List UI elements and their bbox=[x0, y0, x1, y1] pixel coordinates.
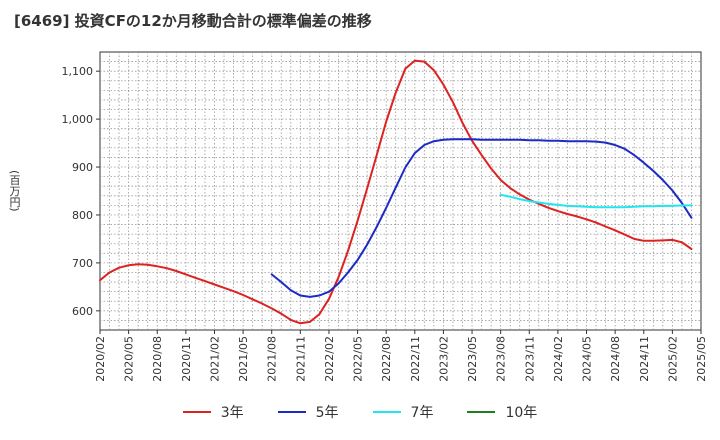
x-tick-label: 2020/11 bbox=[180, 336, 193, 382]
legend-item-3y[interactable]: 3年 bbox=[182, 402, 244, 422]
axis-layer: 600 700 800 900 1,000 1,100 2020/02 2020/05 2020… bbox=[62, 65, 709, 382]
y-tick-label: 1,000 bbox=[62, 113, 94, 126]
chart-title: [6469] 投資CFの12か月移動合計の標準偏差の推移 bbox=[14, 12, 372, 30]
y-tick-label: 800 bbox=[72, 209, 93, 222]
x-tick-label: 2020/02 bbox=[94, 336, 107, 382]
x-tick-label: 2022/08 bbox=[380, 336, 393, 382]
y-tick-label: 900 bbox=[72, 161, 93, 174]
line-chart: 600 700 800 900 1,000 1,100 2020/02 2020/05 2020… bbox=[62, 51, 709, 382]
legend-item-7y[interactable]: 7年 bbox=[372, 402, 434, 422]
legend-item-10y[interactable]: 10年 bbox=[467, 402, 537, 422]
legend-label-3y: 3年 bbox=[220, 405, 244, 421]
x-tick-label: 2023/11 bbox=[523, 336, 536, 382]
x-tick-label: 2020/08 bbox=[151, 336, 164, 382]
series-line-7y bbox=[499, 193, 693, 209]
x-tick-label: 2024/02 bbox=[552, 336, 565, 382]
x-tick-label: 2021/05 bbox=[237, 336, 250, 382]
x-tick-label: 2022/11 bbox=[409, 336, 422, 382]
legend-label-7y: 7年 bbox=[410, 405, 434, 421]
x-tick-label: 2022/02 bbox=[323, 336, 336, 382]
legend-label-5y: 5年 bbox=[315, 405, 339, 421]
grid-layer bbox=[99, 51, 702, 331]
series-line-3y bbox=[99, 59, 693, 325]
x-tick-label: 2023/08 bbox=[495, 336, 508, 382]
x-tick-label: 2021/08 bbox=[266, 336, 279, 382]
x-tick-label: 2022/05 bbox=[352, 336, 365, 382]
x-tick-label: 2025/05 bbox=[695, 336, 708, 382]
y-tick-label: 700 bbox=[72, 257, 93, 270]
y-axis-label: (百万円) bbox=[8, 170, 21, 212]
legend: 3年 5年 7年 10年 bbox=[0, 402, 720, 422]
x-tick-label: 2024/08 bbox=[609, 336, 622, 382]
x-tick-label: 2021/02 bbox=[208, 336, 221, 382]
legend-label-10y: 10年 bbox=[505, 405, 538, 421]
series-layer bbox=[99, 59, 693, 325]
legend-swatch-10y bbox=[467, 411, 496, 413]
plot-frame bbox=[99, 51, 702, 331]
x-tick-label: 2023/05 bbox=[466, 336, 479, 382]
legend-item-5y[interactable]: 5年 bbox=[277, 402, 339, 422]
x-tick-label: 2021/11 bbox=[294, 336, 307, 382]
series-line-5y bbox=[270, 138, 693, 298]
x-tick-label: 2023/02 bbox=[437, 336, 450, 382]
legend-swatch-7y bbox=[372, 411, 401, 413]
y-tick-label: 600 bbox=[72, 305, 93, 318]
x-tick-label: 2024/05 bbox=[581, 336, 594, 382]
x-tick-label: 2020/05 bbox=[123, 336, 136, 382]
y-tick-label: 1,100 bbox=[62, 65, 94, 78]
legend-swatch-3y bbox=[182, 411, 211, 413]
x-tick-label: 2024/11 bbox=[638, 336, 651, 382]
x-tick-label: 2025/02 bbox=[666, 336, 679, 382]
legend-swatch-5y bbox=[277, 411, 306, 413]
